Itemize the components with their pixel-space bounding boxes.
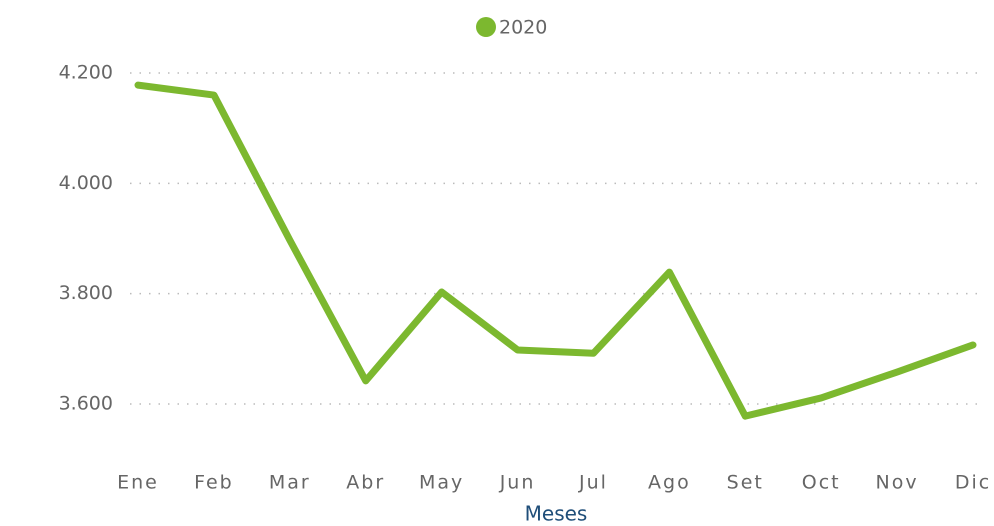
x-tick-label: Ago (648, 472, 691, 494)
x-tick-label: Dic (955, 472, 991, 494)
x-tick-label: Oct (802, 472, 841, 494)
legend-label: 2020 (499, 17, 547, 39)
x-tick-label: Jun (499, 472, 536, 494)
x-tick-label: Ene (117, 472, 159, 494)
y-tick-label: 4.200 (59, 61, 113, 83)
y-tick-label: 3.800 (59, 282, 113, 304)
line-series (134, 81, 977, 420)
x-tick-label: Jul (578, 472, 608, 494)
x-tick-label: Set (727, 472, 764, 494)
x-tick-label: Mar (269, 472, 311, 494)
x-tick-label: Feb (194, 472, 234, 494)
x-tick-label: May (419, 472, 464, 494)
y-tick-label: 4.000 (59, 172, 113, 194)
y-tick-label: 3.600 (59, 393, 113, 415)
x-tick-label: Abr (346, 472, 385, 494)
legend-marker (476, 17, 496, 37)
x-axis-title: Meses (525, 502, 588, 526)
x-tick-label: Nov (876, 472, 919, 494)
